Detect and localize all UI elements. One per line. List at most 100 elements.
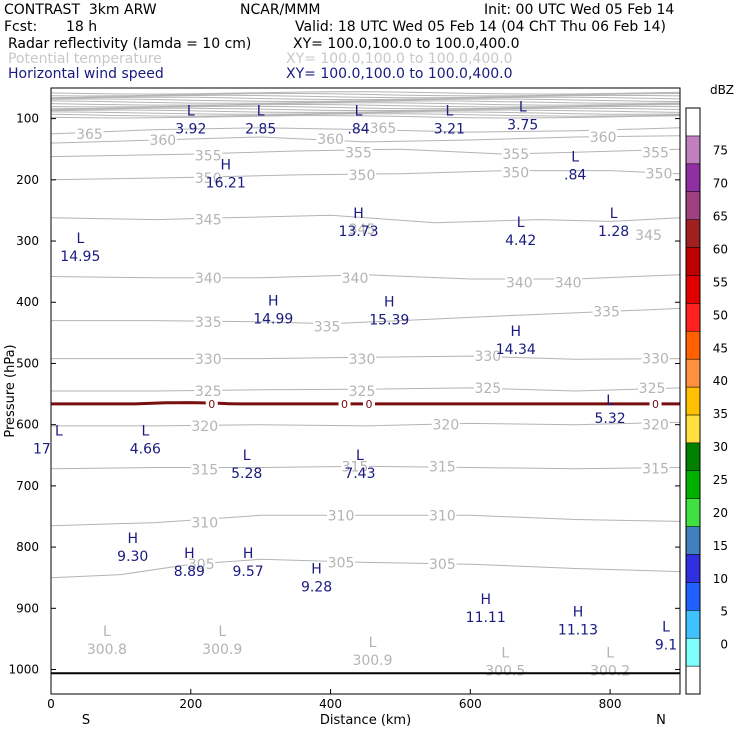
wind-extremum-value: 13.73: [338, 224, 378, 240]
freezing-level: 0 0 0 0: [51, 397, 680, 675]
y-tick-label: 800: [16, 540, 39, 554]
theta-label-bg: [75, 125, 104, 140]
theta-label: 350: [195, 171, 222, 187]
theta-contour-dense: [50, 113, 681, 117]
colorbar-tick-label: 75: [713, 144, 728, 158]
theta-label-bg: [348, 166, 377, 181]
wind-extremum-marker: H: [573, 604, 584, 620]
colorbar-swatch: [685, 275, 701, 304]
colorbar-swatch: [685, 498, 701, 527]
theta-label-bg: [348, 383, 377, 397]
colorbar-swatch: [685, 414, 701, 444]
theta-label: 310: [191, 516, 218, 532]
theta-label-bg: [313, 318, 342, 333]
theta-low-marker: L: [218, 624, 226, 640]
theta-label: 330: [349, 352, 376, 368]
wind-extremum-marker: L: [571, 149, 579, 165]
field1-name: Radar reflectivity (lamda = 10 cm): [8, 36, 252, 52]
theta-label-bg: [638, 379, 667, 394]
x-tick-label: 0: [47, 697, 55, 711]
theta-label: 320: [433, 418, 460, 434]
wind-extremum-value: .84: [347, 122, 369, 138]
colorbar-tick-label: 20: [713, 506, 728, 520]
colorbar-swatch: [685, 219, 701, 248]
theta-label: 325: [639, 381, 666, 397]
colorbar-swatch: [685, 582, 701, 611]
theta-label-bg: [368, 119, 397, 134]
theta-label: 315: [191, 462, 218, 478]
theta-label-bg: [554, 274, 583, 289]
theta-label: 340: [506, 276, 533, 292]
wind-extremum-marker: L: [519, 99, 527, 115]
colorbar-swatch: [685, 135, 701, 165]
theta-contour-355: [50, 148, 681, 158]
freezing-label-bg: [205, 397, 218, 410]
theta-label: 365: [370, 121, 397, 137]
colorbar-tick-label: 40: [713, 374, 728, 388]
theta-label: 365: [76, 127, 103, 143]
theta-contour-dense: [50, 91, 681, 95]
wind-extremum-value: 15.39: [369, 313, 409, 329]
wind-extremum-value: 14.34: [496, 342, 536, 358]
colorbar-swatch: [685, 247, 701, 276]
axes: 100 200 300 400 500 600 700 800 900 1000 0 200 400 60…: [3, 112, 680, 728]
theta-label-bg: [194, 169, 223, 184]
wind-extremum-value: 7.43: [344, 466, 375, 482]
theta-label-bg: [341, 458, 370, 473]
wind-extremum-marker: L: [610, 206, 618, 222]
theta-label-bg: [473, 348, 502, 363]
theta-contour-dense: [50, 109, 681, 113]
x-axis-title: Distance (km): [320, 713, 411, 728]
x-end-label-south: S: [82, 713, 90, 728]
colorbar: 0 5 10 15 20 25 30 35 40 45 50 55 60 65 70 75 dBZ: [685, 83, 734, 695]
theta-label: 345: [635, 228, 662, 244]
theta-label-bg: [327, 554, 356, 569]
theta-contour-350: [50, 170, 681, 181]
theta-label-bg: [344, 144, 373, 159]
colorbar-swatch: [685, 358, 701, 388]
theta-label: 350: [502, 165, 529, 181]
theta-label-bg: [641, 350, 670, 365]
theta-contour-dense: [50, 107, 681, 112]
wind-extremum-value: 3.92: [175, 122, 206, 138]
theta-label-bg: [641, 460, 670, 475]
y-tick-label: 600: [16, 418, 39, 432]
org-name: NCAR/MMM: [240, 2, 321, 18]
theta-label-bg: [341, 269, 370, 284]
theta-label-bg: [194, 269, 223, 284]
colorbar-swatch: [685, 386, 701, 416]
theta-contour-dense: [50, 115, 681, 119]
theta-label: 355: [642, 145, 669, 161]
colorbar-swatch: [685, 470, 701, 499]
wind-extremum-marker: H: [384, 295, 395, 311]
theta-label: 360: [149, 133, 176, 149]
wind-extremum-marker: L: [606, 393, 614, 409]
freezing-label: 0: [341, 398, 348, 411]
theta-label-bg: [348, 220, 377, 235]
y-tick-label: 100: [16, 112, 39, 126]
theta-label: 335: [195, 315, 222, 331]
theta-label-bg: [592, 303, 621, 318]
colorbar-tick-label: 30: [713, 440, 728, 454]
wind-extremum-marker: H: [353, 206, 364, 222]
theta-label-bg: [428, 458, 457, 473]
theta-low-value: 300.9: [202, 642, 242, 658]
wind-extremum-value: 5.28: [231, 466, 262, 482]
theta-contour-365: [50, 127, 681, 135]
theta-label: 325: [195, 384, 222, 400]
theta-label-bg: [190, 417, 219, 432]
theta-label-bg: [641, 144, 670, 159]
theta-label: 335: [593, 304, 620, 320]
y-axis-title: Pressure (hPa): [3, 344, 18, 437]
colorbar-swatch: [685, 163, 701, 192]
wind-extremum-value: 9.57: [233, 564, 264, 580]
wind-extremum-value: 4.66: [130, 442, 161, 458]
colorbar-tick-label: 0: [720, 638, 728, 652]
wind-extremum-marker: H: [243, 546, 254, 562]
theta-label: 345: [349, 222, 376, 238]
theta-low-marker: L: [103, 624, 111, 640]
theta-contour-dense: [50, 94, 681, 99]
field3-xy: XY= 100.0,100.0 to 100.0,400.0: [286, 66, 513, 82]
theta-label: 360: [317, 132, 344, 148]
wind-extremum-marker: H: [510, 324, 521, 340]
